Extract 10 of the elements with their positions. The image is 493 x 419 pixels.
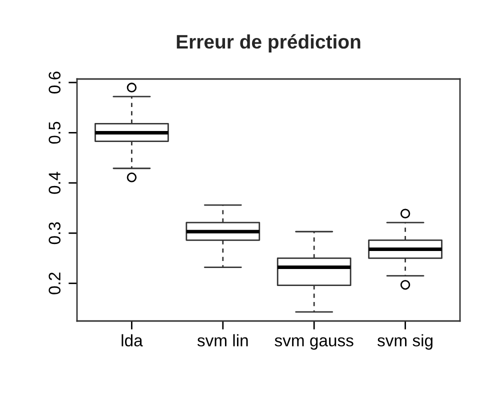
chart-title: Erreur de prédiction [176, 34, 360, 52]
x-tick-label: svm lin [197, 334, 248, 346]
y-tick-label: 0.3 [48, 222, 61, 244]
y-tick-label: 0.6 [48, 72, 61, 94]
x-tick-label: lda [122, 334, 143, 346]
y-tick-label: 0.5 [48, 122, 61, 144]
x-tick-label: svm gauss [274, 337, 354, 350]
x-tick-label: svm sig [378, 334, 432, 350]
y-tick-label: 0.2 [48, 272, 61, 294]
y-tick-label: 0.4 [48, 172, 61, 194]
